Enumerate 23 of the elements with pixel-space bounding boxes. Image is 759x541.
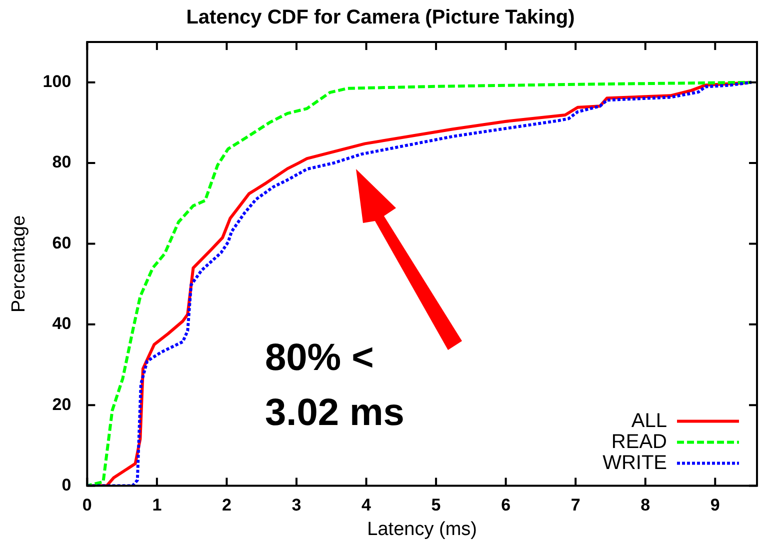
x-tick-label: 5 <box>431 496 441 515</box>
x-tick-label: 8 <box>640 496 650 515</box>
annotation: 80% < 3.02 ms <box>265 337 404 434</box>
x-tick-label: 9 <box>710 496 720 515</box>
y-tick-label: 20 <box>52 394 72 414</box>
y-tick-label: 100 <box>42 72 72 92</box>
x-tick-label: 4 <box>362 496 372 515</box>
legend-label: READ <box>611 430 667 453</box>
x-tick-label: 1 <box>152 496 162 515</box>
x-axis-title: Latency (ms) <box>367 518 477 540</box>
legend-label: WRITE <box>602 452 667 474</box>
legend-label: ALL <box>631 410 667 432</box>
y-tick-label: 40 <box>52 314 72 334</box>
y-tick-label: 80 <box>52 152 72 172</box>
y-tick-label: 0 <box>62 475 72 494</box>
x-tick-label: 2 <box>222 496 232 515</box>
chart-title: Latency CDF for Camera (Picture Taking) <box>186 6 575 29</box>
x-tick-label: 6 <box>501 496 511 515</box>
x-tick-label: 7 <box>570 496 580 515</box>
y-axis-title: Percentage <box>8 215 30 312</box>
y-tick-label: 60 <box>52 233 72 252</box>
x-tick-label: 0 <box>82 496 92 515</box>
x-tick-label: 3 <box>292 496 302 515</box>
